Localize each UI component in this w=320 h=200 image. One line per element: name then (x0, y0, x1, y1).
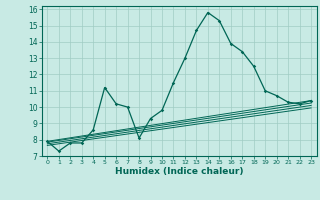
X-axis label: Humidex (Indice chaleur): Humidex (Indice chaleur) (115, 167, 244, 176)
